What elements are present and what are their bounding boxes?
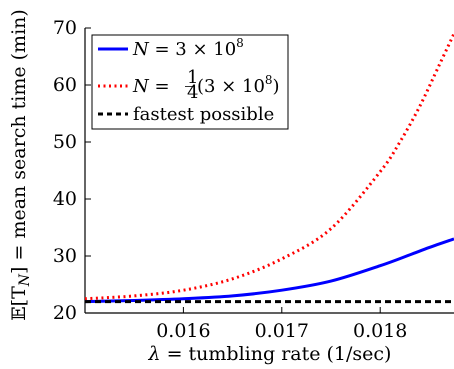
x-tick-label-2: 0.018 — [353, 320, 407, 342]
y-tick-label-1: 30 — [53, 245, 77, 267]
x-tick-label-0: 0.016 — [156, 320, 210, 342]
legend: N = 3 × 108 N = 1 4 (3 × 108) fastest po… — [91, 34, 289, 130]
x-axis-label: λ = tumbling rate (1/sec) — [148, 343, 392, 365]
legend-box — [91, 34, 289, 130]
ticks: 0.016 0.017 0.018 20 30 40 50 60 70 — [53, 17, 408, 342]
y-tick-label-3: 50 — [53, 131, 77, 153]
x-tick-label-1: 0.017 — [255, 320, 309, 342]
legend-entry-3: fastest possible — [133, 104, 274, 125]
legend-entry-2: N = — [132, 76, 170, 97]
series-n-quarter — [84, 33, 454, 301]
legend-entry-1: N = 3 × 108 — [132, 36, 244, 60]
series-n-full — [84, 237, 454, 304]
y-tick-label-2: 40 — [53, 188, 77, 210]
y-tick-label-4: 60 — [53, 74, 77, 96]
legend-frac-num: 1 — [187, 67, 198, 88]
legend-frac-den: 4 — [187, 82, 198, 103]
series-group — [84, 33, 454, 304]
y-tick-label-0: 20 — [53, 302, 77, 324]
y-tick-label-5: 70 — [53, 17, 77, 39]
y-axis-label: 𝔼[TN] = mean search time (min) — [8, 9, 33, 321]
legend-entry-2-rest: (3 × 108) — [197, 73, 280, 97]
